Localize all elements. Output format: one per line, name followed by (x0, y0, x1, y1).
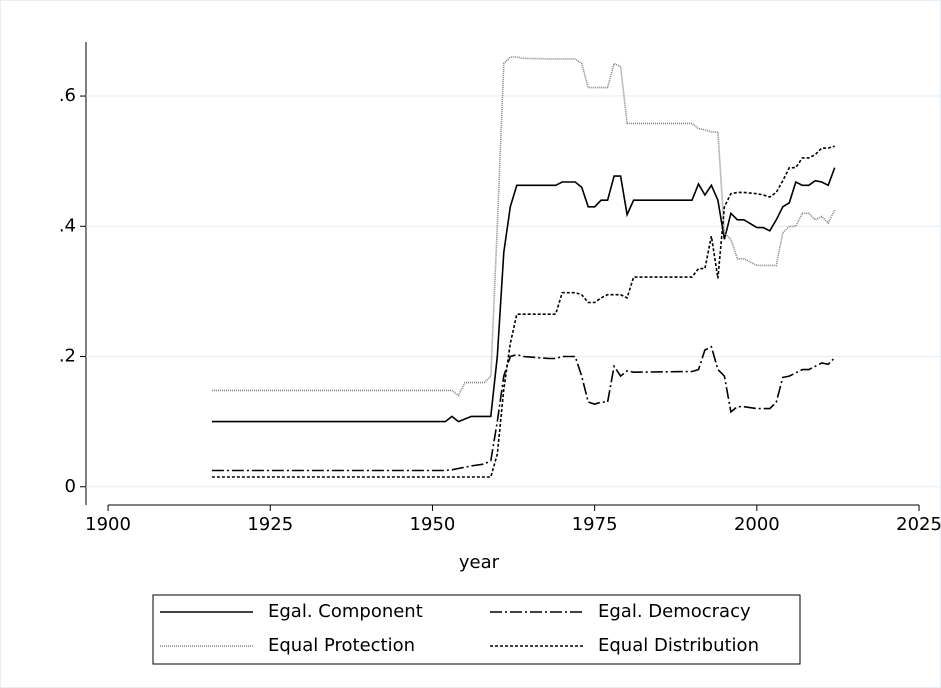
legend-box (152, 594, 801, 665)
series-line (211, 345, 836, 472)
legend-label: Equal Protection (268, 635, 415, 656)
legend-label: Egal. Component (268, 601, 423, 622)
x-tick-label: 1975 (572, 514, 618, 535)
series-line (211, 167, 836, 423)
series-line (211, 145, 835, 478)
x-tick-label: 1925 (247, 514, 293, 535)
y-tick-label: .2 (59, 346, 76, 367)
x-tick-label: 2000 (734, 514, 780, 535)
legend-label: Egal. Democracy (598, 601, 751, 622)
x-axis-label: year (459, 552, 500, 573)
x-tick-label: 1950 (410, 514, 456, 535)
x-tick-label: 1900 (85, 514, 131, 535)
y-tick-label: .4 (59, 215, 76, 236)
legend-label: Equal Distribution (598, 635, 759, 656)
y-tick-label: .6 (59, 85, 76, 106)
series-line (211, 56, 836, 397)
y-tick-label: 0 (65, 476, 76, 497)
x-tick-label: 2025 (896, 514, 941, 535)
